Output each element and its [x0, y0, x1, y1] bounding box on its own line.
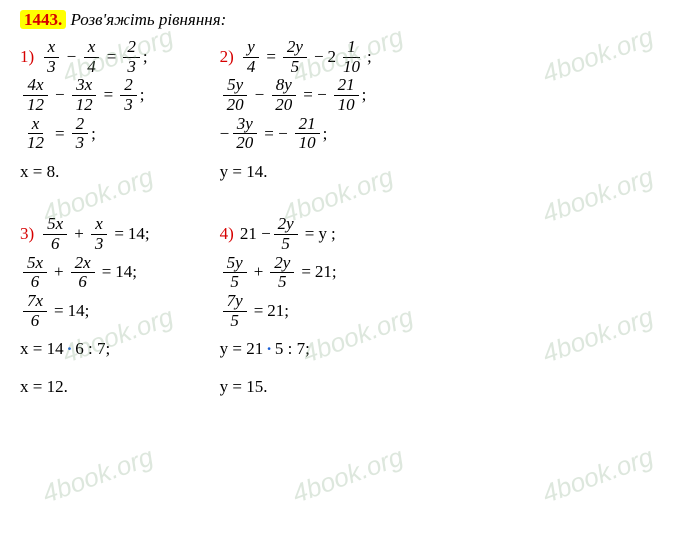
- p3-calc: x = 14 · 6 : 7;: [20, 330, 150, 368]
- fraction: 3y20: [232, 115, 257, 153]
- p1-line2: 4x12 − 3x12 = 23 ;: [20, 76, 150, 114]
- p3-line3: 7x6 = 14;: [20, 292, 150, 330]
- p3-answer: x = 12.: [20, 368, 150, 406]
- problem-4: 4) 21 − 2y5 = y; 5y5 + 2y5 = 21; 7y5 = 2…: [220, 215, 372, 406]
- fraction: x3: [91, 215, 108, 253]
- mult-dot-icon: ·: [266, 340, 272, 359]
- fraction: x4: [83, 38, 100, 76]
- problem-3: 3) 5x6 + x3 = 14; 5x6 + 2x6 = 14; 7x6 = …: [20, 215, 150, 406]
- p4-calc: y = 21 · 5 : 7;: [220, 330, 372, 368]
- p4-line2: 5y5 + 2y5 = 21;: [220, 254, 372, 292]
- fraction: 5x6: [23, 254, 47, 292]
- fraction: 8y20: [271, 76, 296, 114]
- p3-index: 3): [20, 225, 34, 244]
- p1-answer: x = 8.: [20, 153, 150, 191]
- fraction: 23: [123, 38, 140, 76]
- p1-index: 1): [20, 48, 34, 67]
- p2-line2: 5y20 − 8y20 = − 2110 ;: [220, 76, 372, 114]
- p4-index: 4): [220, 225, 234, 244]
- fraction: 2110: [295, 115, 320, 153]
- fraction: 7y5: [223, 292, 247, 330]
- fraction: 3x12: [72, 76, 97, 114]
- problem-1: 1) x3 − x4 = 23 ; 4x12 − 3x12 = 23 ; x12…: [20, 38, 150, 191]
- p4-line1: 4) 21 − 2y5 = y;: [220, 215, 372, 253]
- problem-number: 1443.: [20, 10, 66, 29]
- fraction: x12: [23, 115, 48, 153]
- p4-answer: y = 15.: [220, 368, 372, 406]
- p1-line1: 1) x3 − x4 = 23 ;: [20, 38, 150, 76]
- mult-dot-icon: ·: [67, 340, 73, 359]
- p2-line3: − 3y20 = − 2110 ;: [220, 115, 372, 153]
- fraction: 2y5: [274, 215, 298, 253]
- p2-answer: y = 14.: [220, 153, 372, 191]
- fraction: 23: [72, 115, 89, 153]
- fraction: 7x6: [23, 292, 47, 330]
- watermark-icon: 4book.org: [538, 441, 657, 510]
- title-text: Розв'яжіть рівняння:: [71, 10, 227, 29]
- fraction: 5y20: [223, 76, 248, 114]
- fraction: 2110: [334, 76, 359, 114]
- right-column: 2) y4 = 2y5 − 2 110 ; 5y20 − 8y20 = − 21…: [220, 38, 372, 424]
- fraction: 23: [120, 76, 137, 114]
- fraction: x3: [43, 38, 60, 76]
- fraction: 4x12: [23, 76, 48, 114]
- fraction: 5y5: [223, 254, 247, 292]
- problem-2: 2) y4 = 2y5 − 2 110 ; 5y20 − 8y20 = − 21…: [220, 38, 372, 191]
- fraction: 5x6: [43, 215, 67, 253]
- left-column: 1) x3 − x4 = 23 ; 4x12 − 3x12 = 23 ; x12…: [20, 38, 150, 424]
- fraction: 2y5: [270, 254, 294, 292]
- page-title: 1443. Розв'яжіть рівняння:: [20, 10, 675, 30]
- fraction: y4: [243, 38, 260, 76]
- fraction: 2y5: [283, 38, 307, 76]
- p2-line1: 2) y4 = 2y5 − 2 110 ;: [220, 38, 372, 76]
- p3-line1: 3) 5x6 + x3 = 14;: [20, 215, 150, 253]
- fraction: 2x6: [71, 254, 95, 292]
- p1-line3: x12 = 23 ;: [20, 115, 150, 153]
- p4-line3: 7y5 = 21;: [220, 292, 372, 330]
- fraction: 110: [339, 38, 364, 76]
- watermark-icon: 4book.org: [38, 441, 157, 510]
- p2-index: 2): [220, 48, 234, 67]
- p3-line2: 5x6 + 2x6 = 14;: [20, 254, 150, 292]
- columns: 1) x3 − x4 = 23 ; 4x12 − 3x12 = 23 ; x12…: [20, 38, 675, 424]
- watermark-icon: 4book.org: [288, 441, 407, 510]
